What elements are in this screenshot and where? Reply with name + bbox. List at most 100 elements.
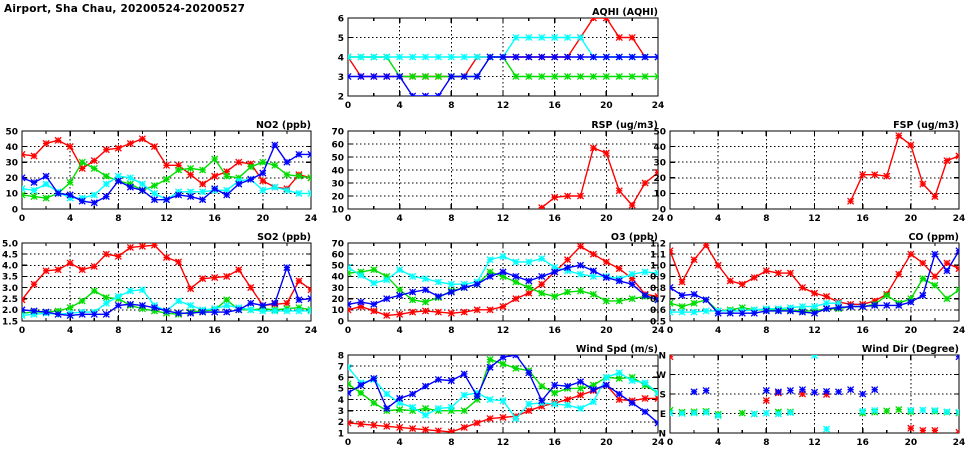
data-point-day1 <box>409 424 417 433</box>
data-point-day3 <box>628 377 636 385</box>
data-point-day3 <box>447 280 455 288</box>
data-point-day1 <box>750 273 758 282</box>
data-point-day1 <box>654 169 658 177</box>
data-point-day4 <box>628 280 636 288</box>
x-axis-tick-label: 24 <box>953 326 966 336</box>
data-point-day1 <box>955 428 959 433</box>
data-point-day2 <box>499 360 507 368</box>
data-point-day4 <box>138 301 146 309</box>
chart-title-co: CO (ppm) <box>908 232 959 243</box>
chart-panel-wind_dir: N E S W N 0 4 8 12 16 20 24 Wind Dir (Degree) <box>640 341 973 449</box>
data-point-day4 <box>42 172 50 180</box>
data-point-day1 <box>883 172 891 180</box>
y-axis-tick-label: 0.6 <box>650 306 666 316</box>
data-point-day2 <box>409 72 417 81</box>
data-layer <box>22 243 311 319</box>
data-point-day1 <box>615 187 623 195</box>
chart-panel-rsp: 10 20 30 40 50 60 70 0 4 8 12 16 20 24 RSP (ug/m3) <box>318 117 672 225</box>
data-point-day3 <box>447 53 455 61</box>
data-point-day4 <box>421 382 430 390</box>
data-point-day1 <box>589 250 597 258</box>
data-point-day4 <box>357 298 365 306</box>
data-point-day3 <box>138 180 146 188</box>
data-point-day3 <box>602 373 610 381</box>
data-point-day4 <box>690 388 698 396</box>
data-point-day4 <box>678 291 686 299</box>
data-point-day1 <box>576 243 585 250</box>
data-point-day1 <box>822 390 831 398</box>
data-point-day2 <box>223 172 231 180</box>
data-point-day1 <box>810 289 819 297</box>
data-point-day2 <box>78 158 86 166</box>
y-axis-tick-label: 6 <box>338 14 344 24</box>
y-axis-tick-label: 20 <box>653 174 666 184</box>
x-axis-tick-label: 16 <box>856 438 869 448</box>
data-point-day1 <box>162 161 171 169</box>
data-point-day4 <box>907 298 915 306</box>
data-point-day1 <box>370 421 378 429</box>
data-point-day1 <box>615 265 623 273</box>
data-point-day1 <box>473 306 481 314</box>
data-point-day1 <box>114 144 122 152</box>
data-point-day4 <box>589 385 597 394</box>
y-axis-tick-label: 4 <box>338 396 344 406</box>
data-point-day4 <box>883 301 891 309</box>
data-point-day1 <box>615 33 623 42</box>
x-axis-tick-label: 8 <box>448 326 454 336</box>
data-point-day2 <box>551 389 559 397</box>
data-point-day4 <box>602 273 610 282</box>
data-point-day3 <box>259 307 267 315</box>
data-point-day1 <box>564 396 572 404</box>
data-point-day2 <box>525 72 533 81</box>
x-axis-tick-label: 24 <box>652 326 665 336</box>
y-axis-tick-label: 70 <box>331 127 344 137</box>
data-point-day2 <box>602 297 610 305</box>
chart-title-no2: NO2 (ppb) <box>256 120 311 131</box>
data-point-day1 <box>774 269 782 277</box>
data-point-day2 <box>66 178 74 187</box>
data-point-day4 <box>615 277 623 285</box>
chart-panel-co: 0.5 0.6 0.7 0.8 0.9 1.0 1.1 1.2 0 4 8 12 16 20 24 CO (p… <box>640 229 973 337</box>
data-point-day2 <box>641 72 649 81</box>
data-point-day2 <box>883 407 891 415</box>
x-axis-tick-label: 0 <box>345 214 351 224</box>
data-point-day3 <box>383 390 391 398</box>
data-point-day1 <box>907 250 915 258</box>
data-point-day4 <box>512 272 520 280</box>
data-point-day3 <box>943 408 951 416</box>
data-point-day4 <box>525 369 533 377</box>
y-axis-tick-label: 40 <box>331 166 344 176</box>
data-point-day4 <box>54 310 62 318</box>
data-point-day4 <box>810 309 819 317</box>
x-axis-tick-label: 12 <box>160 214 173 224</box>
data-point-day1 <box>66 259 74 267</box>
data-point-day4 <box>348 300 352 308</box>
data-point-day4 <box>564 263 572 272</box>
y-axis-tick-label: 20 <box>331 295 344 305</box>
data-point-day3 <box>271 307 279 315</box>
data-point-day4 <box>690 290 698 298</box>
data-point-day3 <box>486 396 494 404</box>
data-point-day1 <box>955 265 959 273</box>
data-point-day3 <box>641 268 649 276</box>
data-point-day3 <box>138 286 146 294</box>
chart-title-aqhi: AQHI (AQHI) <box>592 7 658 18</box>
data-point-day1 <box>641 179 649 187</box>
data-point-day3 <box>295 189 303 197</box>
data-point-day3 <box>283 186 291 194</box>
y-axis-tick-label: 1.1 <box>650 250 666 260</box>
data-point-day4 <box>654 296 658 304</box>
data-point-day3 <box>499 252 507 260</box>
data-point-day3 <box>409 272 417 280</box>
data-point-day3 <box>551 33 559 42</box>
chart-title-wind_dir: Wind Dir (Degree) <box>862 344 959 355</box>
data-point-day3 <box>678 308 686 316</box>
data-point-day2 <box>690 299 698 307</box>
data-point-day1 <box>628 201 636 209</box>
x-axis-tick-label: 4 <box>67 326 73 336</box>
data-point-day3 <box>421 53 430 61</box>
data-point-day3 <box>174 297 183 305</box>
y-axis-tick-label: 70 <box>331 239 344 249</box>
y-axis-tick-label: 10 <box>5 190 18 200</box>
x-axis-tick-label: 24 <box>652 438 665 448</box>
